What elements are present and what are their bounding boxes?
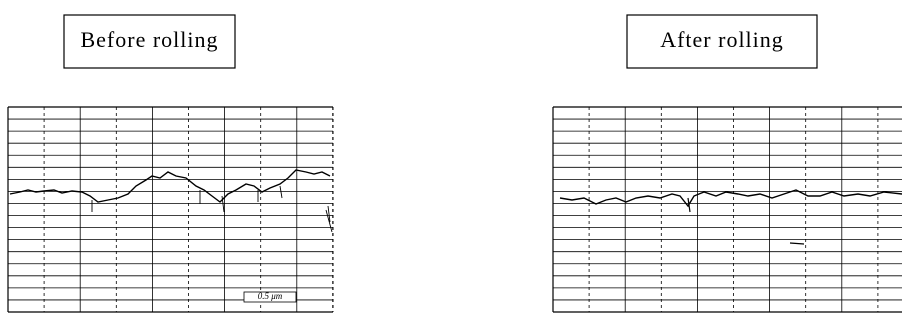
figure: Before rolling After rolling 0.5 μm [0,0,902,326]
page: Before rolling After rolling 0.5 μm (() … [0,0,902,326]
panel-label: Before rolling [80,27,218,52]
trace-spikes [92,186,332,232]
scale-note: 0.5 μm [258,291,283,301]
panel-label: After rolling [660,27,784,52]
trace-spikes [688,198,804,244]
chart-grid [553,107,902,312]
chart-grid [8,107,333,312]
